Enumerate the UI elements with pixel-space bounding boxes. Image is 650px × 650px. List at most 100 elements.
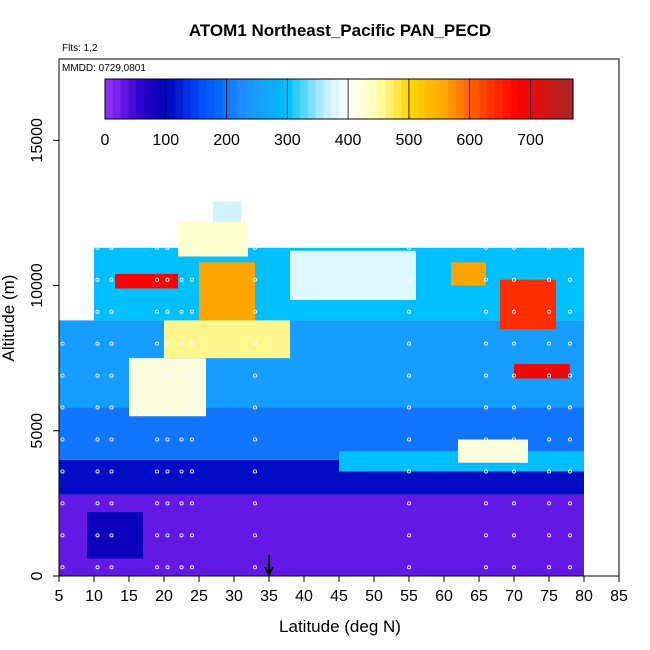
sample-point xyxy=(60,405,65,410)
sample-point xyxy=(60,469,65,474)
sample-point xyxy=(568,437,573,442)
y-tick-label: 5000 xyxy=(29,413,46,449)
sample-point xyxy=(109,405,114,410)
sample-point xyxy=(483,437,488,442)
sample-point xyxy=(252,501,257,506)
colorbar-segment xyxy=(549,79,558,119)
colorbar-segment xyxy=(518,79,527,119)
sample-point xyxy=(109,341,114,346)
colorbar-segment xyxy=(105,79,114,119)
sample-point xyxy=(568,341,573,346)
sample-point xyxy=(179,565,184,570)
colorbar: 0 100 200 300 400 500 600 700 xyxy=(101,78,574,149)
colorbar-segment xyxy=(261,79,270,119)
sample-point xyxy=(483,501,488,506)
chart-title: ATOM1 Northeast_Pacific PAN_PECD xyxy=(189,21,491,40)
arrow-head xyxy=(264,566,274,577)
sample-point xyxy=(547,565,552,570)
heatmap-cell xyxy=(458,439,528,463)
x-tick-label: 50 xyxy=(365,588,383,605)
sample-point xyxy=(406,533,411,538)
colorbar-segment xyxy=(167,79,176,119)
x-tick-label: 70 xyxy=(505,588,523,605)
colorbar-segment xyxy=(385,79,395,119)
x-tick-label: 80 xyxy=(575,588,593,605)
heatmap-cell xyxy=(115,273,178,289)
sample-point xyxy=(189,309,194,314)
colorbar-segment xyxy=(502,79,512,119)
colorbar-segment xyxy=(253,79,262,119)
sample-point xyxy=(95,469,100,474)
x-tick-label: 15 xyxy=(120,588,138,605)
sample-point xyxy=(165,245,170,250)
y-axis: 0 5000 10000 15000 xyxy=(29,59,60,580)
sample-point xyxy=(568,533,573,538)
sample-point xyxy=(189,565,194,570)
x-tick-label: 25 xyxy=(190,588,208,605)
sample-point xyxy=(483,469,488,474)
colorbar-segment xyxy=(346,79,356,119)
sample-point xyxy=(179,245,184,250)
sample-point xyxy=(252,405,257,410)
colorbar-segment xyxy=(214,79,223,119)
colorbar-segment xyxy=(307,79,317,119)
x-axis-label: Latitude (deg N) xyxy=(279,617,401,636)
colorbar-segment xyxy=(370,79,379,119)
sample-point xyxy=(95,405,100,410)
sample-point xyxy=(109,565,114,570)
sample-point xyxy=(547,309,552,314)
colorbar-segment xyxy=(487,79,496,119)
sample-point xyxy=(547,341,552,346)
y-tick-label: 0 xyxy=(29,571,46,580)
colorbar-segment xyxy=(362,79,371,119)
sample-point xyxy=(406,341,411,346)
sample-point xyxy=(189,341,194,346)
colorbar-segment xyxy=(463,79,473,119)
sample-point xyxy=(154,309,159,314)
colorbar-segment xyxy=(159,79,168,119)
colorbar-segment xyxy=(276,79,285,119)
sample-point xyxy=(60,565,65,570)
sample-point xyxy=(179,277,184,282)
colorbar-segment xyxy=(440,79,449,119)
sample-point xyxy=(483,277,488,282)
sample-point xyxy=(165,405,170,410)
sample-point xyxy=(95,501,100,506)
sample-point xyxy=(547,277,552,282)
sample-point xyxy=(252,565,257,570)
sample-point xyxy=(547,405,552,410)
x-tick-label: 75 xyxy=(540,588,558,605)
sample-points xyxy=(60,245,573,570)
colorbar-segment xyxy=(300,79,309,119)
sample-point xyxy=(252,309,257,314)
colorbar-segment xyxy=(112,79,122,119)
colorbar-tick-label: 200 xyxy=(213,132,240,149)
x-tick-label: 30 xyxy=(225,588,243,605)
sample-point xyxy=(165,501,170,506)
sample-point xyxy=(165,565,170,570)
colorbar-segment xyxy=(120,79,129,119)
heatmap-cell xyxy=(178,221,248,257)
sample-point xyxy=(252,437,257,442)
colorbar-segment xyxy=(448,79,457,119)
heatmap-cell xyxy=(500,279,556,330)
sample-point xyxy=(154,373,159,378)
sample-point xyxy=(512,245,517,250)
sample-point xyxy=(179,373,184,378)
sample-point xyxy=(568,405,573,410)
colorbar-segment xyxy=(378,79,387,119)
colorbar-tick-label: 700 xyxy=(517,132,544,149)
sample-point xyxy=(95,533,100,538)
sample-point xyxy=(568,565,573,570)
colorbar-segment xyxy=(245,79,254,119)
sample-point xyxy=(568,309,573,314)
sample-point xyxy=(109,437,114,442)
colorbar-segment xyxy=(268,79,278,119)
sample-point xyxy=(154,533,159,538)
colorbar-segment xyxy=(456,79,465,119)
sample-point xyxy=(179,341,184,346)
sample-point xyxy=(109,309,114,314)
colorbar-segment xyxy=(292,79,301,119)
sample-point xyxy=(512,277,517,282)
heatmap-cell xyxy=(59,494,584,576)
